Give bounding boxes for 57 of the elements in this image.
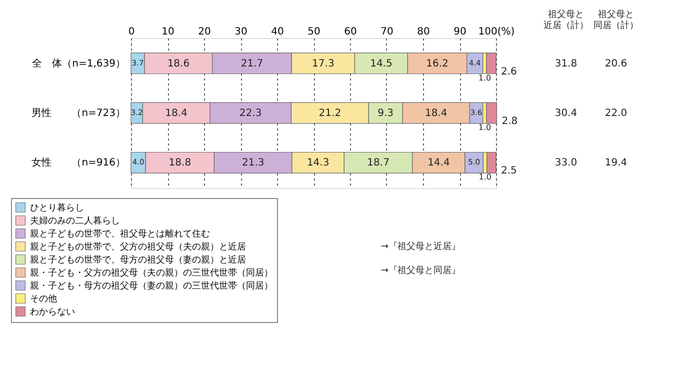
x-tick-label: 20: [198, 26, 211, 38]
x-tick-label: 100(%): [478, 26, 515, 38]
data-label: 1.0: [478, 123, 492, 132]
bar: [486, 102, 498, 124]
legend-label: わからない: [30, 308, 75, 318]
text: 31.8: [554, 58, 578, 70]
data-label: 21.7: [240, 58, 264, 70]
data-label: 22.3: [239, 108, 262, 119]
data-label: 16.2: [426, 58, 448, 70]
x-tick-label: 0: [128, 26, 135, 38]
data-label: 14.4: [428, 158, 450, 169]
bar: [486, 152, 496, 174]
data-label: 14.3: [306, 158, 330, 169]
legend-label: 親と子どもの世帯で、父方の祖父母（夫の親）と近居: [30, 242, 246, 252]
text: 30.4: [554, 108, 578, 119]
data-label: 17.3: [312, 58, 334, 70]
legend-label: ひとり暮らし: [30, 202, 84, 214]
text: 20.6: [604, 58, 628, 70]
y-tick-label: 女性 （n=916）: [32, 156, 126, 169]
text: 19.4: [604, 158, 628, 169]
data-label: 2.8: [502, 116, 518, 127]
x-tick-label: 60: [344, 26, 357, 38]
data-label: 1.0: [478, 73, 492, 82]
data-label: 18.4: [425, 108, 448, 119]
text: 祖父母と近居（計）: [544, 9, 588, 31]
data-label: 2.5: [501, 166, 517, 177]
data-label: 18.6: [167, 58, 190, 70]
y-tick-label: 男性 （n=723）: [32, 107, 126, 119]
data-label: 18.7: [367, 158, 390, 169]
data-label: 18.8: [168, 158, 192, 169]
x-tick-label: 40: [271, 26, 284, 38]
x-tick-label: 50: [308, 26, 320, 38]
x-tick-label: 70: [380, 26, 394, 38]
data-label: 21.3: [242, 158, 264, 169]
y-tick-label: 全 体（n=1,639）: [32, 57, 126, 70]
legend-label: 親・子ども・父方の祖父母（夫の親）の三世代世帯（同居）: [30, 268, 273, 278]
legend-label: 親と子どもの世帯で、祖父母とは離れて住む: [30, 228, 210, 240]
text: →『祖父母と同居』: [381, 265, 461, 276]
data-label: 18.4: [165, 108, 188, 119]
bar: [486, 52, 496, 74]
text: 祖父母と同居（計）: [594, 9, 638, 31]
x-tick-label: 90: [454, 26, 466, 38]
legend-label: その他: [30, 294, 57, 304]
legend-label: 親と子どもの世帯で、母方の祖父母（妻の親）と近居: [30, 254, 246, 266]
x-tick-label: 30: [234, 26, 248, 38]
legend-label: 親・子ども・母方の祖父母（妻の親）の三世代世帯（同居）: [30, 280, 273, 292]
data-label: 21.2: [318, 108, 342, 119]
text: →『祖父母と近居』: [381, 241, 461, 252]
data-label: 2.6: [501, 66, 517, 78]
data-label: 9.3: [378, 108, 394, 119]
data-label: 14.5: [370, 58, 392, 70]
legend-label: 夫婦のみの二人暮らし: [30, 216, 120, 226]
text: 33.0: [554, 158, 578, 169]
data-label: 1.0: [478, 172, 492, 182]
x-tick-label: 80: [417, 26, 430, 38]
x-tick-label: 10: [162, 26, 174, 38]
text: 22.0: [604, 108, 628, 119]
